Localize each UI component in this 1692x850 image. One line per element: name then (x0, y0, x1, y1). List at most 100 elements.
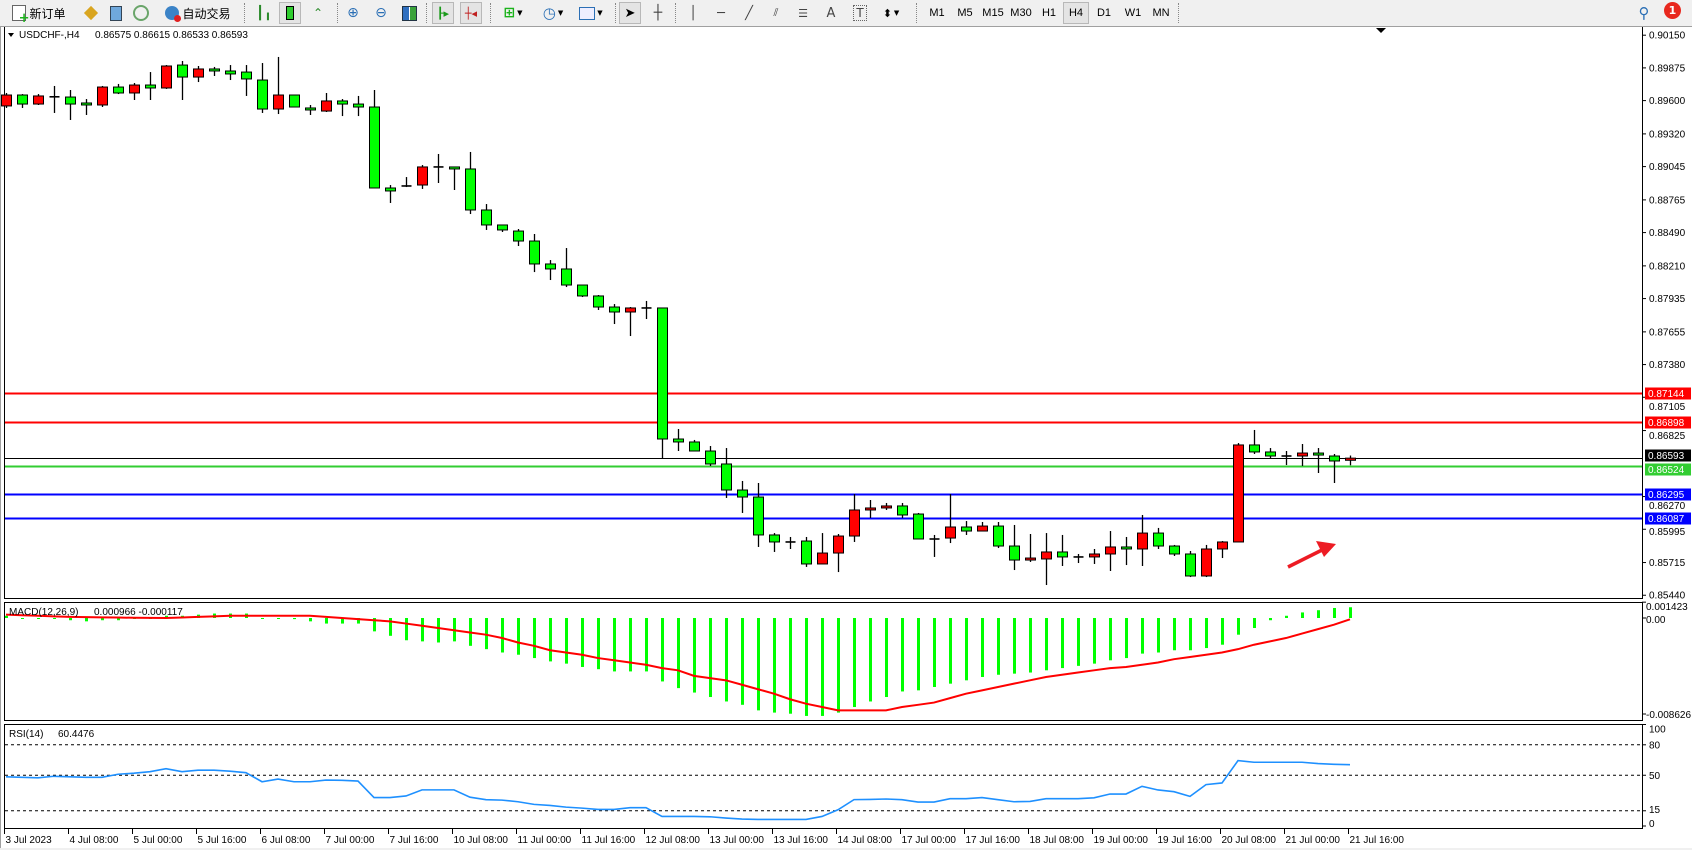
macd-histogram-bar (389, 618, 392, 636)
chevron-down-icon: ▼ (557, 9, 564, 17)
vertical-line-icon: │ (689, 5, 697, 21)
vertical-line-button[interactable]: │ (682, 2, 704, 24)
equidistant-channel-button[interactable]: ⫽ (765, 2, 787, 24)
time-axis: 3 Jul 2023 4 Jul 08:00 5 Jul 00:00 5 Jul 16… (4, 829, 1404, 846)
candle (993, 521, 1004, 549)
macd-histogram-bar (1157, 618, 1160, 653)
indicators-button[interactable]: ⊞ ▼ (496, 2, 530, 24)
auto-trading-button[interactable]: 自动交易 (158, 2, 238, 24)
cursor-button[interactable]: ➤ (619, 2, 641, 24)
macd-histogram-bar (101, 618, 104, 621)
symbol-label: USDCHF-,H4 (19, 30, 80, 41)
macd-histogram-bar (1093, 618, 1096, 664)
periods-button[interactable]: ◷ ▼ (536, 2, 570, 24)
new-order-button[interactable]: + 新订单 (4, 2, 74, 25)
line-chart-button[interactable]: ⌃ (307, 2, 329, 24)
rsi-axis-label: 0 (1649, 819, 1655, 830)
candle (1169, 544, 1180, 557)
tile-windows-button[interactable] (398, 2, 420, 24)
macd-histogram-bar (165, 615, 168, 618)
candle (929, 534, 940, 557)
fibonacci-button[interactable]: ☰ (792, 2, 814, 24)
timeframe-mn[interactable]: MN (1152, 7, 1170, 19)
macd-histogram-bar (613, 618, 616, 672)
macd-histogram-bar (821, 618, 824, 716)
timeframe-h1[interactable]: H1 (1041, 7, 1057, 19)
search-icon: ⚲ (1638, 4, 1650, 22)
candle (753, 482, 764, 547)
trendline-button[interactable]: ╱ (738, 2, 760, 24)
macd-histogram-bar (517, 618, 520, 655)
candle (1297, 443, 1308, 466)
chart-shift-marker-icon[interactable] (1376, 28, 1386, 33)
bar-chart-button[interactable]: ┃╻ (253, 2, 275, 24)
candle (1073, 553, 1084, 564)
macd-values: 0.000966 -0.000117 (94, 607, 183, 618)
candle-body (305, 107, 316, 111)
candle (1217, 541, 1228, 559)
add-indicator-icon: ⊞ (503, 5, 516, 21)
red-arrow-annotation[interactable] (1287, 541, 1336, 569)
chevron-down-icon: ▼ (893, 9, 900, 17)
arrows-button[interactable]: ⬍ ▼ (875, 2, 907, 24)
time-label: 5 Jul 16:00 (198, 835, 247, 846)
timeframe-h4[interactable]: H4 (1063, 2, 1089, 24)
macd-histogram-bar (1013, 618, 1016, 674)
candle-body (497, 224, 508, 231)
arrows-icon: ⬍ (882, 6, 892, 20)
timeframe-m30[interactable]: M30 (1010, 7, 1032, 19)
timeframe-m15[interactable]: M15 (982, 7, 1004, 19)
macd-histogram-bar (949, 618, 952, 684)
timeframe-m5[interactable]: M5 (957, 7, 973, 19)
macd-histogram-bar (853, 618, 856, 708)
horizontal-line-button[interactable]: ─ (710, 2, 732, 24)
macd-indicator: 0.001423 0.00 -0.008626 (5, 601, 1691, 721)
crosshair-button[interactable]: ┼ (647, 2, 669, 24)
candle-body (257, 79, 268, 110)
market-watch-button[interactable] (80, 2, 102, 24)
templates-button[interactable]: ▼ (574, 2, 608, 24)
price-tick-label: 0.87105 (1649, 402, 1686, 413)
macd-histogram-bar (533, 618, 536, 659)
separator (916, 3, 917, 23)
timeframe-d1[interactable]: D1 (1096, 7, 1112, 19)
candle (273, 56, 284, 115)
candle-body (1169, 545, 1180, 555)
candle-body (337, 100, 348, 105)
candle (1233, 443, 1244, 543)
timeframe-w1[interactable]: W1 (1124, 7, 1142, 19)
collapse-triangle-icon[interactable] (8, 33, 14, 37)
macd-histogram-bar (1077, 618, 1080, 666)
auto-scroll-button[interactable]: ┠▸ (432, 2, 454, 24)
macd-histogram-bar (437, 618, 440, 643)
notification-badge[interactable]: 1 (1664, 2, 1681, 19)
horizontal-levels[interactable] (5, 392, 1642, 520)
terminal-icon (110, 5, 122, 21)
text-label-button[interactable]: T (849, 2, 871, 24)
candlestick-chart-button[interactable] (279, 2, 301, 24)
macd-panel (4, 602, 1643, 721)
navigator-button[interactable] (130, 2, 152, 24)
data-window-button[interactable] (105, 2, 127, 24)
chevron-down-icon: ▼ (597, 9, 603, 17)
search-button[interactable]: ⚲ (1633, 2, 1655, 24)
candle-body (369, 106, 380, 189)
macd-histogram-bar (581, 618, 584, 667)
candle (1009, 524, 1020, 571)
candle (225, 65, 236, 81)
text-button[interactable]: A (820, 2, 842, 24)
level-price-box (1645, 449, 1691, 462)
macd-histogram-bar (261, 618, 264, 619)
timeframe-m1[interactable]: M1 (929, 7, 945, 19)
zoom-in-button[interactable]: ⊕ (342, 2, 364, 24)
arrow-head-icon (1316, 541, 1336, 557)
price-tick-label: 0.86270 (1649, 501, 1686, 512)
price-tick-label: 0.87380 (1649, 360, 1686, 371)
candle-body (1009, 545, 1020, 561)
time-label: 4 Jul 08:00 (70, 835, 119, 846)
chart-shift-button[interactable]: ┼◂ (460, 2, 482, 24)
auto-scroll-icon: ┠▸ (436, 6, 450, 20)
candle (801, 536, 812, 567)
zoom-out-button[interactable]: ⊖ (370, 2, 392, 24)
